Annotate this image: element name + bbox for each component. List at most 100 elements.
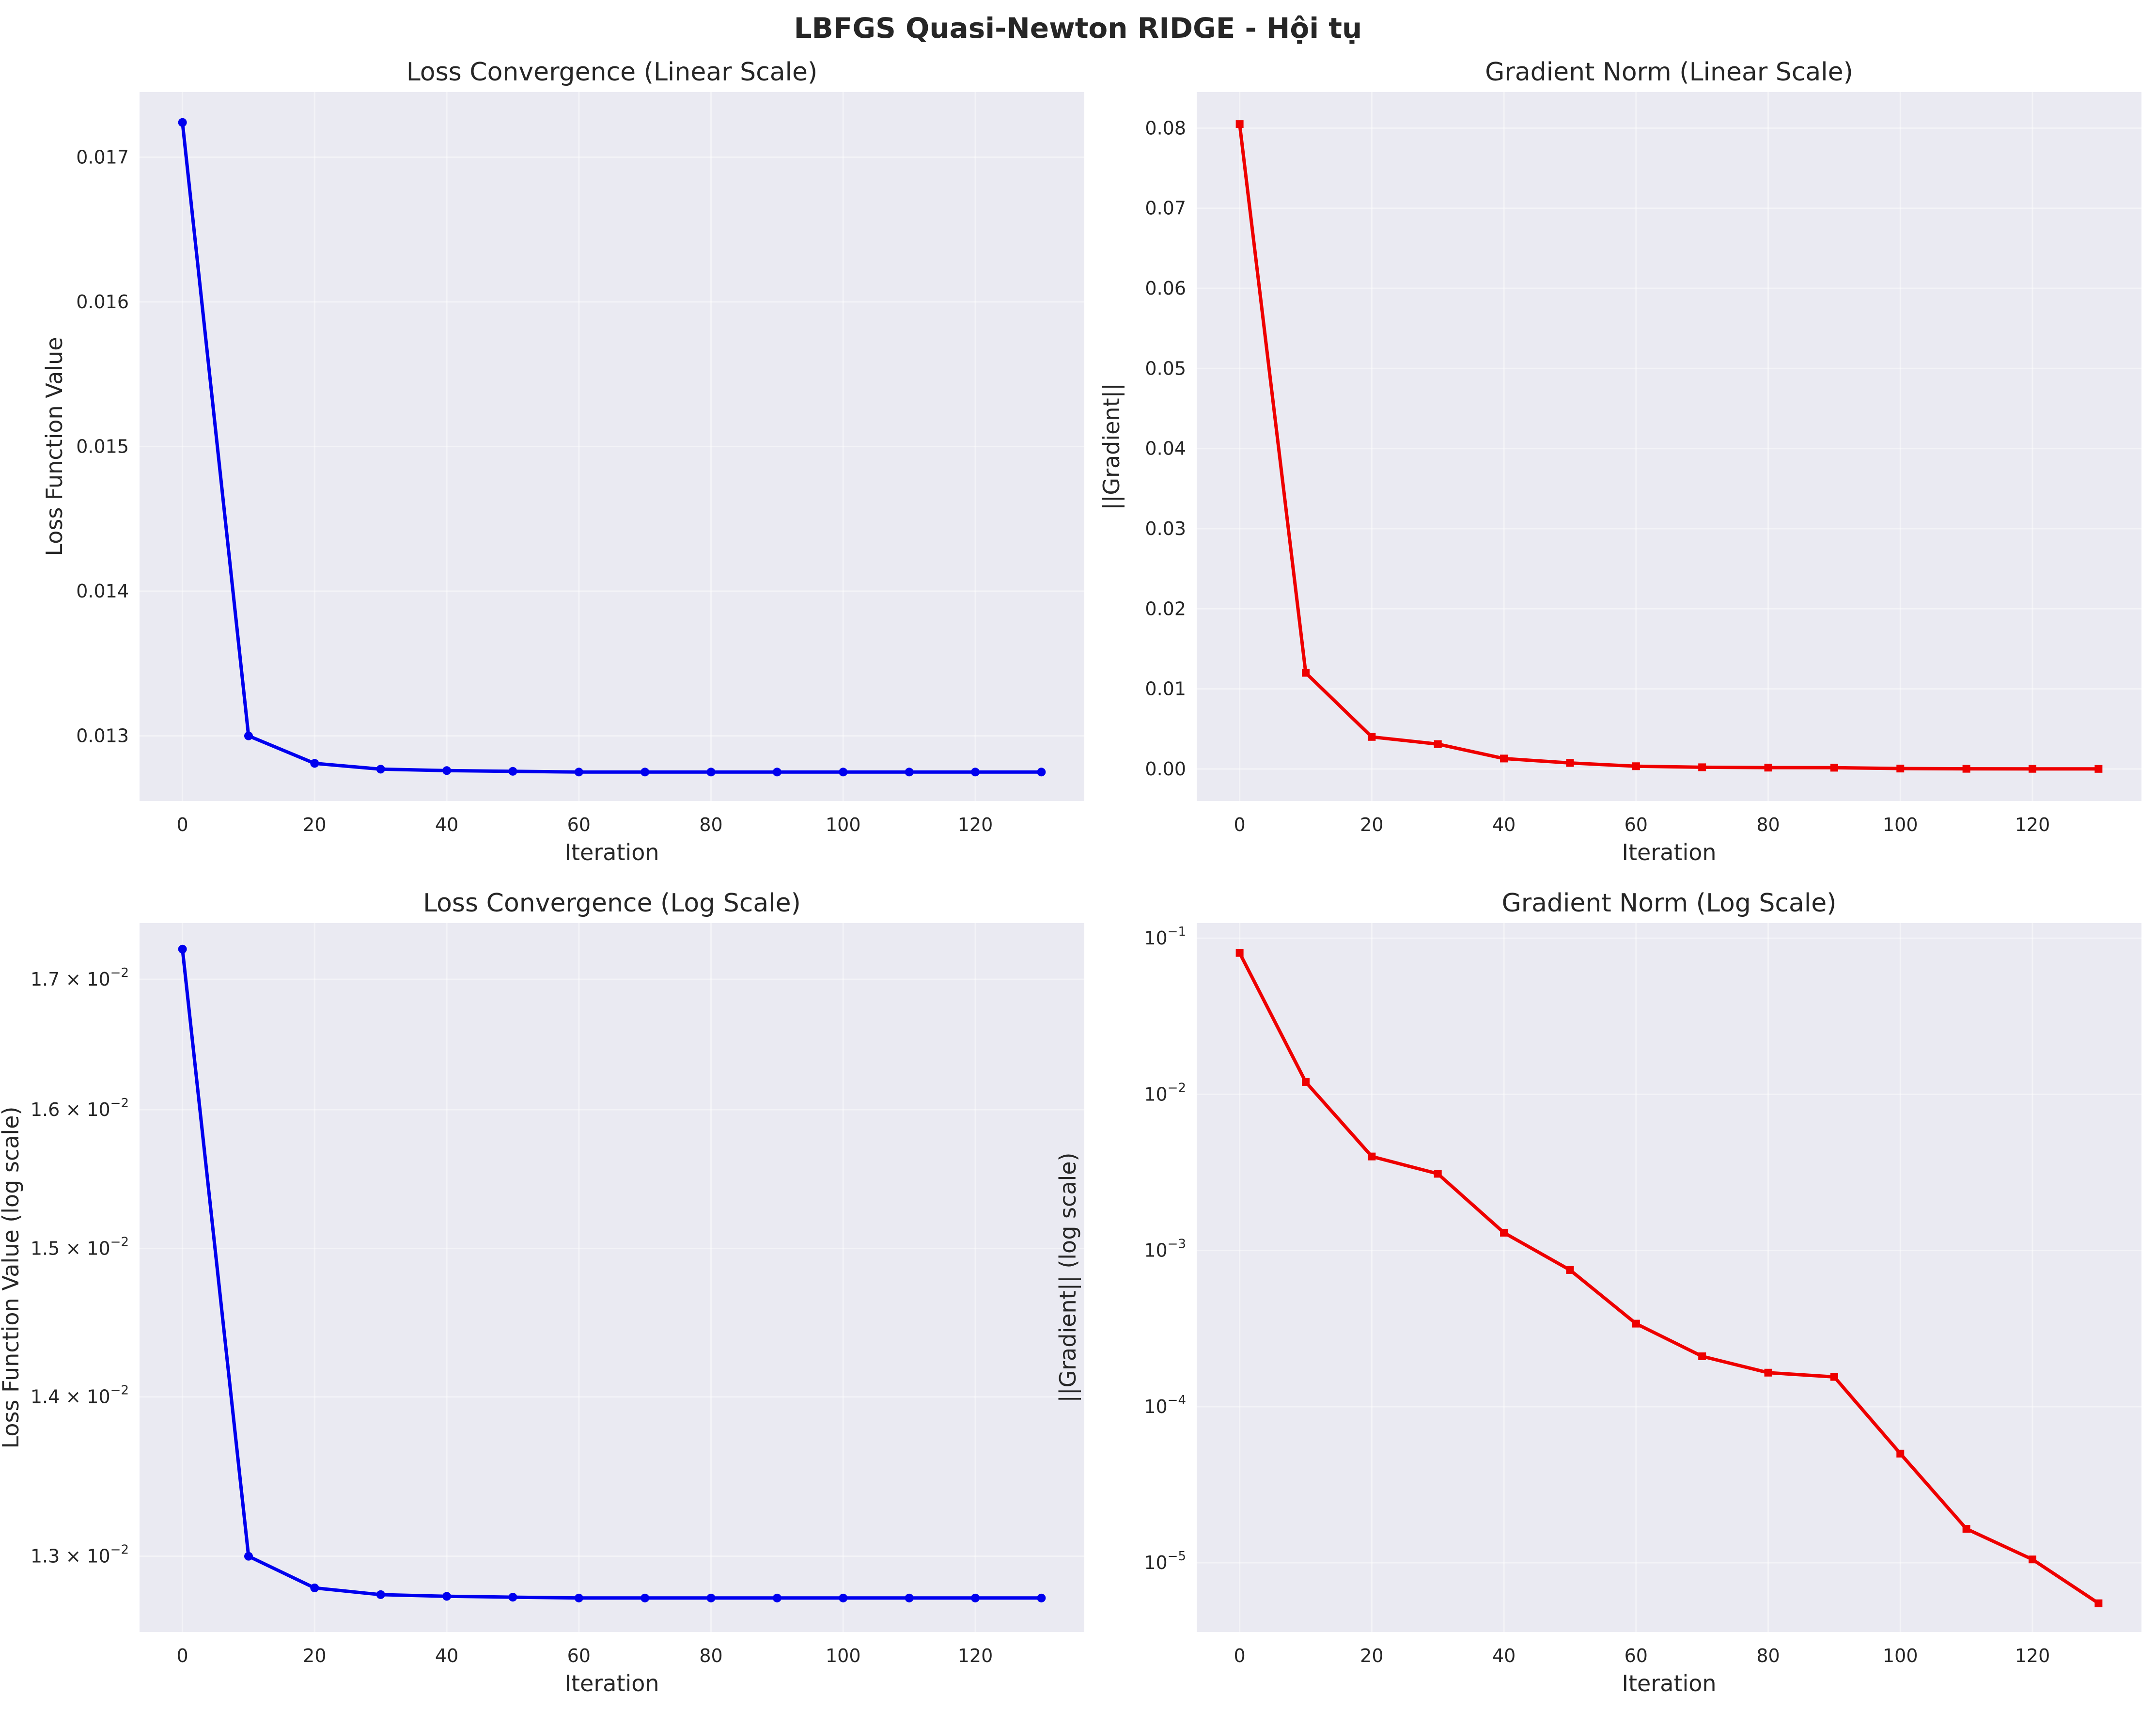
data-point [508,767,517,776]
data-point [178,944,187,954]
data-point [2029,1555,2036,1564]
data-point [310,1583,319,1592]
series-line [181,947,1043,1600]
y-tick-label: 10−1 [1144,925,1186,949]
y-tick-label: 0.017 [76,146,129,168]
subplot-2: 0 20 40 60 80 100 120 0.00 0.01 0.02 0.03 0.04 0.05 0… [1098,58,2141,865]
y-tick-label: 10−3 [1144,1237,1186,1261]
data-point [1500,1228,1508,1237]
x-tick-label: 60 [567,1645,591,1666]
subplot-title: Gradient Norm (Log Scale) [1501,889,1836,918]
data-point [1368,733,1376,741]
data-point [641,1593,650,1602]
subplot-grid: 0 20 40 60 80 100 120 0.013 0.014 0.015 0.016 0.017… [0,58,2141,1696]
data-point [1368,1152,1376,1161]
x-tick-label: 120 [958,814,993,835]
x-tick-label: 80 [699,1645,722,1666]
data-point [1037,1593,1046,1602]
y-tick-label: 1.4 × 10−2 [31,1383,129,1408]
data-point [971,768,980,777]
y-tick-label: 10−4 [1144,1393,1186,1417]
x-tick-label: 100 [826,1645,861,1666]
data-point [1632,1319,1640,1328]
data-point [1434,1170,1442,1178]
y-tick-label: 0.05 [1145,358,1186,379]
data-point [839,1593,848,1602]
figure-suptitle: LBFGS Quasi-Newton RIDGE - Hội tụ [794,12,1362,45]
data-point [839,768,848,777]
data-point [310,759,319,768]
series-line [181,121,1043,774]
data-point [376,765,385,774]
data-point [1830,1373,1838,1381]
data-point [706,768,716,777]
y-tick-label: 0.02 [1145,598,1186,619]
data-point [1962,765,1970,773]
y-tick-label: 0.06 [1145,278,1186,299]
data-point [2094,1599,2103,1607]
y-tick-label: 0.014 [76,581,129,602]
data-point [1698,1352,1706,1361]
x-axis-label: Iteration [564,1670,659,1696]
x-tick-label: 0 [1234,814,1246,835]
x-tick-label: 20 [303,814,326,835]
y-tick-label: 10−5 [1144,1549,1186,1573]
data-point [1500,754,1508,763]
x-tick-label: 40 [435,814,458,835]
x-tick-label: 120 [958,1645,993,1666]
series-line [1238,122,2100,771]
x-axis-label: Iteration [1622,1670,1716,1696]
plot-area [1197,92,2141,801]
x-tick-label: 0 [177,814,188,835]
x-tick-label: 80 [699,814,722,835]
plot-area [140,92,1084,801]
y-axis-label: ||Gradient|| (log scale) [1055,1153,1081,1403]
x-tick-label: 40 [435,1645,458,1666]
data-point [1037,768,1046,777]
data-point [1235,949,1244,957]
x-tick-label: 120 [2015,814,2050,835]
x-tick-label: 60 [567,814,591,835]
data-point [772,768,781,777]
subplot-4: 0 20 40 60 80 100 120 10−5 10−4 10−3 10−2 10−1 Gradi… [1055,889,2141,1696]
x-tick-label: 20 [1360,814,1383,835]
x-tick-label: 20 [1360,1645,1383,1666]
data-point [2094,765,2103,773]
data-point [1962,1524,1970,1533]
y-tick-label: 1.7 × 10−2 [31,966,129,990]
x-tick-label: 120 [2015,1645,2050,1666]
plot-area [1197,923,2141,1632]
x-tick-label: 80 [1756,1645,1780,1666]
y-tick-label: 0.016 [76,291,129,313]
data-point [641,768,650,777]
y-tick-label: 1.5 × 10−2 [31,1235,129,1259]
data-point [1566,1266,1574,1274]
y-tick-label: 0.013 [76,725,129,747]
data-point [905,1593,914,1602]
x-tick-label: 100 [826,814,861,835]
data-point [1896,765,1905,773]
data-point [1632,762,1640,770]
x-axis-label: Iteration [1622,839,1716,865]
y-tick-label: 0.01 [1145,678,1186,700]
data-point [905,768,914,777]
series-line [1238,951,2100,1605]
subplot-3: 0 20 40 60 80 100 120 1.3 × 10−2 1.4 × 10−2 1.5 ×… [0,889,1084,1696]
y-tick-label: 0.08 [1145,117,1186,139]
subplot-title: Loss Convergence (Linear Scale) [406,58,818,87]
data-point [244,731,253,740]
data-point [442,1592,452,1601]
data-point [1698,763,1706,771]
data-point [1302,1078,1310,1086]
data-point [442,766,452,775]
data-point [574,768,583,777]
data-point [706,1593,716,1602]
y-axis-label: Loss Function Value (log scale) [0,1107,24,1449]
data-point [1764,764,1772,772]
x-tick-label: 100 [1883,1645,1918,1666]
data-point [1302,669,1310,677]
x-tick-label: 0 [177,1645,188,1666]
y-axis-label: ||Gradient|| [1098,383,1125,510]
y-tick-label: 0.00 [1145,758,1186,780]
